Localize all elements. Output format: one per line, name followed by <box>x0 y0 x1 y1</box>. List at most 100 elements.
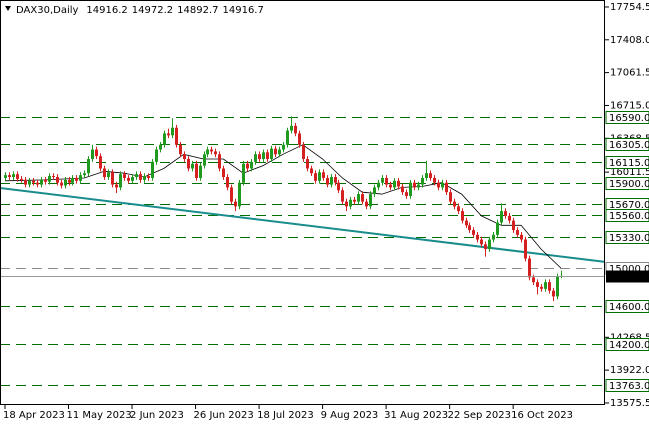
candle-body <box>306 159 309 169</box>
candle-body <box>393 180 396 188</box>
x-tick-label: 26 Jun 2023 <box>194 410 254 421</box>
candle-body <box>135 174 138 178</box>
candle-body <box>99 156 102 169</box>
candle-body <box>222 168 225 178</box>
menu-arrow[interactable] <box>5 6 11 11</box>
candle-body <box>286 130 289 145</box>
level-label: 13763.0 <box>609 381 649 392</box>
candle-body <box>8 175 11 178</box>
candle-body <box>457 206 460 212</box>
candle-body <box>405 192 408 196</box>
candle-body <box>326 177 329 185</box>
candle-body <box>28 180 31 185</box>
candle-body <box>437 182 440 188</box>
x-tick-label: 2 Jun 2023 <box>130 410 184 421</box>
low: 14892.7 <box>177 5 218 16</box>
candle-body <box>357 194 360 202</box>
y-tick-label: 14268.5 <box>610 332 649 343</box>
candle-body <box>119 174 122 188</box>
candle-body <box>298 133 301 145</box>
x-tick-label: 16 Oct 2023 <box>511 410 573 421</box>
candle-body <box>226 177 229 188</box>
candle-body <box>203 154 206 166</box>
candle-body <box>214 151 217 155</box>
x-tick-label: 22 Sep 2023 <box>448 410 511 421</box>
close: 14916.7 <box>223 5 264 16</box>
candle-body <box>234 201 237 207</box>
candle-body <box>496 222 499 235</box>
level-label: 16590.0 <box>609 113 649 124</box>
candle-body <box>334 177 337 183</box>
candle-body <box>175 127 178 145</box>
candle-body <box>191 163 194 169</box>
x-tick-label: 9 Aug 2023 <box>321 410 379 421</box>
level-label-box <box>605 300 649 313</box>
candle-body <box>425 173 428 178</box>
candle-body <box>524 239 527 259</box>
y-tick-label: 17061.5 <box>610 68 649 79</box>
candle-body <box>409 182 412 196</box>
candle-body <box>433 177 436 183</box>
candle-body <box>83 173 86 176</box>
candle-body <box>147 176 150 178</box>
candle-body <box>206 149 209 155</box>
x-tick-label: 11 May 2023 <box>67 410 132 421</box>
candle-body <box>421 177 424 185</box>
candle-body <box>123 174 126 178</box>
candle-body <box>413 182 416 188</box>
candle-body <box>484 244 487 250</box>
candle-body <box>369 194 372 207</box>
candle-body <box>381 177 384 183</box>
y-tick-label: 16011.5 <box>610 167 649 178</box>
candle-body <box>52 176 55 178</box>
candle-body <box>155 149 158 162</box>
candle-body <box>171 127 174 136</box>
candle-body <box>4 175 7 178</box>
candle-body <box>302 144 305 160</box>
candle-body <box>337 182 340 191</box>
candle-body <box>318 172 321 181</box>
symbol: DAX30,Daily <box>16 5 79 16</box>
x-tick-label: 31 Aug 2023 <box>384 410 448 421</box>
candle-body <box>167 133 170 136</box>
candle-body <box>270 148 273 160</box>
open: 14916.2 <box>86 5 127 16</box>
candle-body <box>453 201 456 207</box>
candle-body <box>508 215 511 221</box>
candle-body <box>250 161 253 169</box>
level-label: 15000.0 <box>609 264 649 275</box>
level-label-box <box>605 156 649 169</box>
level-label: 15670.0 <box>609 200 649 211</box>
candle-body <box>389 184 392 188</box>
candle-body <box>151 161 154 178</box>
y-tick-label: 17754.5 <box>610 2 649 13</box>
plot-frame <box>0 0 605 405</box>
candle-body <box>472 230 475 235</box>
level-label-box <box>605 338 649 351</box>
candle-body <box>278 149 281 155</box>
candle-body <box>12 174 15 178</box>
candle-body <box>532 277 535 283</box>
candle-body <box>345 201 348 207</box>
candle-body <box>95 149 98 157</box>
candle-body <box>242 163 245 183</box>
candle-body <box>48 176 51 182</box>
candle-body <box>385 177 388 185</box>
candle-body <box>274 148 277 155</box>
level-label-box <box>605 379 649 392</box>
candle-body <box>91 149 94 160</box>
candle-body <box>107 172 110 178</box>
level-label-box <box>605 138 649 151</box>
candle-body <box>290 125 293 131</box>
candle-body <box>314 173 317 181</box>
level-label: 15900.0 <box>609 179 649 190</box>
candle-body <box>476 234 479 240</box>
candle-body <box>397 180 400 187</box>
candle-body <box>310 168 313 174</box>
level-label: 14200.0 <box>609 340 649 351</box>
candle-body <box>238 182 241 207</box>
candle-body <box>24 179 27 185</box>
candle-body <box>32 180 35 183</box>
